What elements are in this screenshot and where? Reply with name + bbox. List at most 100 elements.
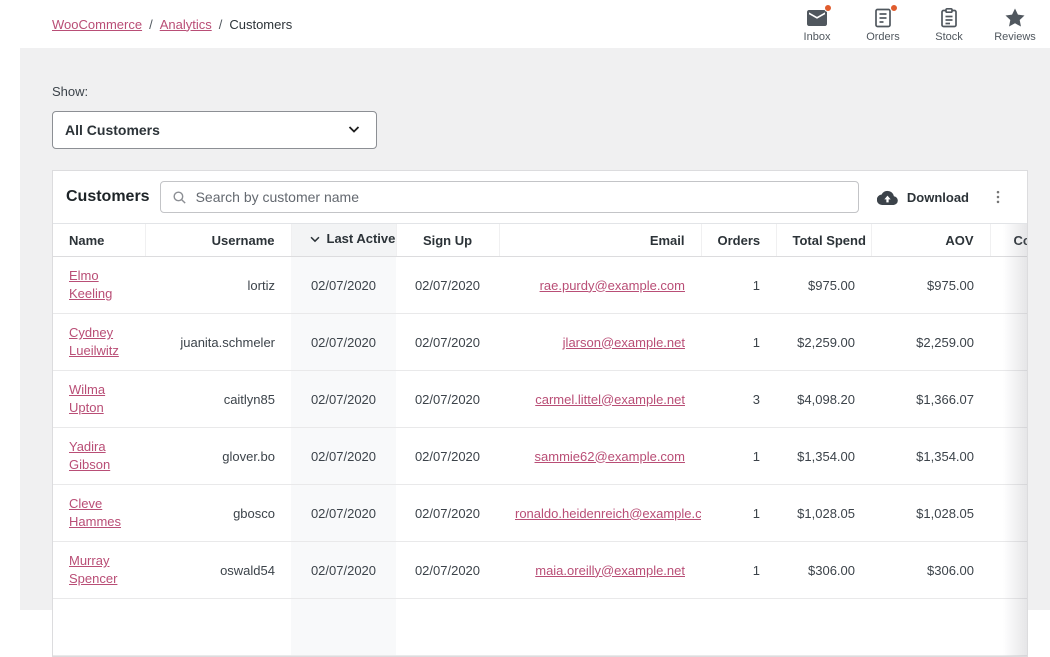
tab-orders[interactable]: Orders bbox=[850, 0, 916, 48]
top-bar: WooCommerce / Analytics / Customers Inbo… bbox=[0, 0, 1050, 48]
download-button-label: Download bbox=[907, 190, 969, 205]
country-cell bbox=[990, 485, 1027, 542]
customers-table-card: Customers Download bbox=[52, 170, 1028, 657]
country-cell bbox=[990, 428, 1027, 485]
customer-name-link[interactable]: Cleve Hammes bbox=[69, 496, 121, 529]
sign-up-cell: 02/07/2020 bbox=[396, 314, 499, 371]
last-active-cell: 02/07/2020 bbox=[291, 485, 396, 542]
username-cell: oswald54 bbox=[145, 542, 291, 599]
column-header-username[interactable]: Username bbox=[145, 224, 291, 257]
breadcrumb-analytics-link[interactable]: Analytics bbox=[160, 17, 212, 32]
customers-table: Name Username Last Active Sign Up Email … bbox=[53, 223, 1027, 656]
aov-cell: $2,259.00 bbox=[871, 314, 990, 371]
orders-icon bbox=[871, 6, 895, 30]
sort-descending-chevron-icon bbox=[308, 232, 322, 246]
activity-panel-tabs: Inbox Orders Stock Reviews bbox=[784, 0, 1050, 48]
customer-email-link[interactable]: rae.purdy@example.com bbox=[540, 278, 685, 293]
total-spend-cell: $975.00 bbox=[776, 257, 871, 314]
customer-name-link[interactable]: Murray Spencer bbox=[69, 553, 117, 586]
country-cell bbox=[990, 542, 1027, 599]
tab-stock-label: Stock bbox=[935, 31, 963, 43]
tab-reviews[interactable]: Reviews bbox=[982, 0, 1048, 48]
customer-name-link[interactable]: Elmo Keeling bbox=[69, 268, 112, 301]
analytics-content-panel: Show: All Customers Customers Download bbox=[20, 48, 1050, 610]
customers-filter-selected-value: All Customers bbox=[65, 122, 160, 138]
username-cell: juanita.schmeler bbox=[145, 314, 291, 371]
orders-cell: 1 bbox=[701, 485, 776, 542]
last-active-cell: 02/07/2020 bbox=[291, 257, 396, 314]
last-active-cell: 02/07/2020 bbox=[291, 371, 396, 428]
cloud-download-icon bbox=[877, 190, 898, 205]
customer-email-link[interactable]: jlarson@example.net bbox=[563, 335, 685, 350]
table-header-row: Name Username Last Active Sign Up Email … bbox=[53, 224, 1027, 257]
customer-search-box[interactable] bbox=[160, 181, 859, 213]
column-header-last-active[interactable]: Last Active bbox=[291, 224, 396, 257]
username-cell: caitlyn85 bbox=[145, 371, 291, 428]
sign-up-cell: 02/07/2020 bbox=[396, 542, 499, 599]
customer-email-link[interactable]: carmel.littel@example.net bbox=[535, 392, 685, 407]
sign-up-cell: 02/07/2020 bbox=[396, 257, 499, 314]
customer-name-link[interactable]: Wilma Upton bbox=[69, 382, 105, 415]
total-spend-cell: $4,098.20 bbox=[776, 371, 871, 428]
tab-orders-label: Orders bbox=[866, 31, 900, 43]
total-spend-cell: $1,028.05 bbox=[776, 485, 871, 542]
table-row: Cleve Hammes gbosco 02/07/2020 02/07/202… bbox=[53, 485, 1027, 542]
card-title: Customers bbox=[66, 188, 150, 206]
orders-unread-badge bbox=[890, 4, 898, 12]
inbox-unread-badge bbox=[824, 4, 832, 12]
customer-name-link[interactable]: Cydney Lueilwitz bbox=[69, 325, 119, 358]
country-cell bbox=[990, 257, 1027, 314]
search-icon bbox=[171, 189, 188, 206]
aov-cell: $1,366.07 bbox=[871, 371, 990, 428]
orders-cell: 1 bbox=[701, 542, 776, 599]
customer-name-link[interactable]: Yadira Gibson bbox=[69, 439, 110, 472]
breadcrumb-separator: / bbox=[149, 17, 153, 32]
tab-inbox[interactable]: Inbox bbox=[784, 0, 850, 48]
customers-filter-dropdown[interactable]: All Customers bbox=[52, 111, 377, 149]
country-cell bbox=[990, 371, 1027, 428]
customer-email-link[interactable]: ronaldo.heidenreich@example.com bbox=[515, 506, 701, 521]
column-header-email[interactable]: Email bbox=[499, 224, 701, 257]
total-spend-cell: $1,354.00 bbox=[776, 428, 871, 485]
customer-email-link[interactable]: sammie62@example.com bbox=[535, 449, 685, 464]
table-row: Elmo Keeling lortiz 02/07/2020 02/07/202… bbox=[53, 257, 1027, 314]
column-header-total-spend[interactable]: Total Spend bbox=[776, 224, 871, 257]
table-row: Murray Spencer oswald54 02/07/2020 02/07… bbox=[53, 542, 1027, 599]
column-header-sign-up[interactable]: Sign Up bbox=[396, 224, 499, 257]
breadcrumb-separator: / bbox=[219, 17, 223, 32]
breadcrumb-woocommerce-link[interactable]: WooCommerce bbox=[52, 17, 142, 32]
chevron-down-icon bbox=[346, 121, 362, 140]
column-header-aov[interactable]: AOV bbox=[871, 224, 990, 257]
username-cell: gbosco bbox=[145, 485, 291, 542]
column-header-country[interactable]: Co bbox=[990, 224, 1027, 257]
username-cell: glover.bo bbox=[145, 428, 291, 485]
aov-cell: $1,028.05 bbox=[871, 485, 990, 542]
table-card-header: Customers Download bbox=[53, 171, 1027, 223]
orders-cell: 1 bbox=[701, 314, 776, 371]
download-button[interactable]: Download bbox=[877, 190, 969, 205]
table-row: Yadira Gibson glover.bo 02/07/2020 02/07… bbox=[53, 428, 1027, 485]
total-spend-cell: $2,259.00 bbox=[776, 314, 871, 371]
show-filter-label: Show: bbox=[52, 84, 1028, 99]
customer-email-link[interactable]: maia.oreilly@example.net bbox=[535, 563, 685, 578]
table-row: Wilma Upton caitlyn85 02/07/2020 02/07/2… bbox=[53, 371, 1027, 428]
username-cell: lortiz bbox=[145, 257, 291, 314]
sign-up-cell: 02/07/2020 bbox=[396, 485, 499, 542]
last-active-cell: 02/07/2020 bbox=[291, 542, 396, 599]
country-cell bbox=[990, 314, 1027, 371]
aov-cell: $975.00 bbox=[871, 257, 990, 314]
table-menu-kebab-icon[interactable] bbox=[989, 188, 1007, 206]
table-row: Cydney Lueilwitz juanita.schmeler 02/07/… bbox=[53, 314, 1027, 371]
aov-cell: $306.00 bbox=[871, 542, 990, 599]
orders-cell: 3 bbox=[701, 371, 776, 428]
last-active-cell: 02/07/2020 bbox=[291, 428, 396, 485]
tab-stock[interactable]: Stock bbox=[916, 0, 982, 48]
sign-up-cell: 02/07/2020 bbox=[396, 371, 499, 428]
column-header-orders[interactable]: Orders bbox=[701, 224, 776, 257]
last-active-cell: 02/07/2020 bbox=[291, 314, 396, 371]
column-header-name[interactable]: Name bbox=[53, 224, 145, 257]
inbox-icon bbox=[805, 6, 829, 30]
search-input[interactable] bbox=[196, 189, 848, 205]
sign-up-cell: 02/07/2020 bbox=[396, 428, 499, 485]
aov-cell: $1,354.00 bbox=[871, 428, 990, 485]
